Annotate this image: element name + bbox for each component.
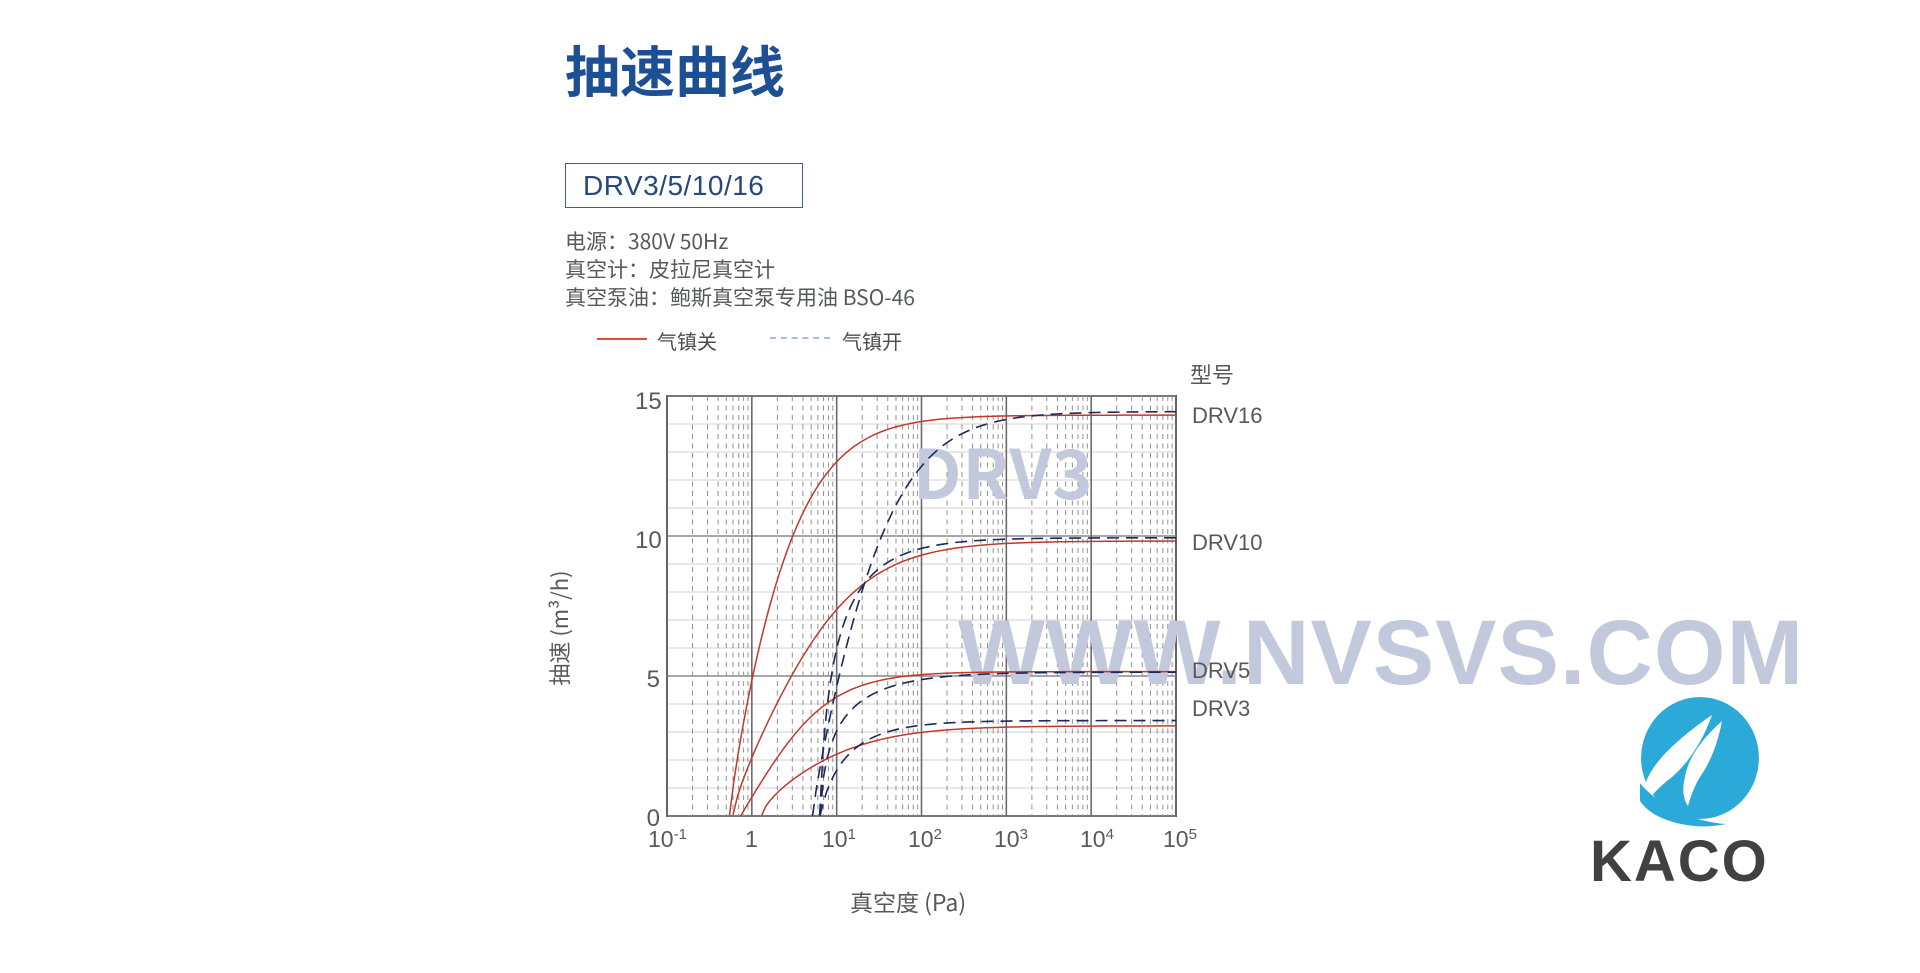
svg-text:抽速 (m³/h): 抽速 (m³/h)	[548, 570, 575, 685]
